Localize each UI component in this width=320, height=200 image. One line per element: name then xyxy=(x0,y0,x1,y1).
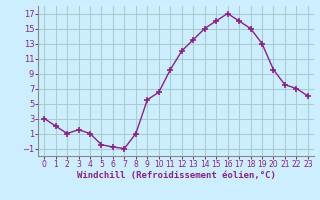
X-axis label: Windchill (Refroidissement éolien,°C): Windchill (Refroidissement éolien,°C) xyxy=(76,171,276,180)
